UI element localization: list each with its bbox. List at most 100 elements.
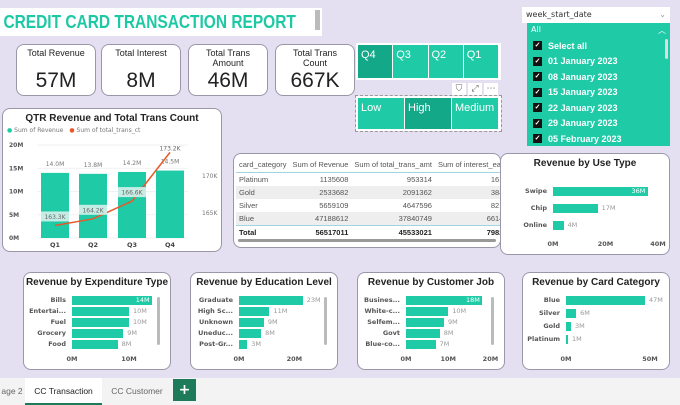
bar-row: Unknown 9M — [191, 317, 337, 327]
dropdown-scrollbar[interactable] — [665, 39, 668, 59]
dropdown-option[interactable]: ✓ Select all — [527, 38, 670, 54]
checkbox-checked-icon[interactable]: ✓ — [533, 41, 542, 51]
table-row: Platinum1135608953314161629 — [236, 173, 519, 187]
data-label-background — [79, 204, 107, 215]
slicer-tile-q4[interactable]: Q4 — [358, 45, 393, 78]
bar-value-label: 10M — [132, 307, 147, 315]
bar[interactable] — [406, 296, 482, 305]
table-cell: 5659109 — [319, 201, 349, 210]
slicer-tile-low[interactable]: Low — [358, 98, 404, 129]
bar[interactable] — [72, 329, 124, 338]
bar[interactable] — [406, 340, 436, 349]
tab-page-2[interactable]: age 2 — [1, 386, 23, 396]
chevron-up-icon: ︿ — [658, 26, 666, 35]
slicer-tile-high[interactable]: High — [405, 98, 451, 129]
filter-icon[interactable]: ⛉ — [452, 83, 466, 95]
bar[interactable] — [553, 204, 598, 213]
bar[interactable] — [72, 318, 129, 327]
report-title: CREDIT CARD TRANSACTION REPORT — [3, 12, 296, 32]
checkbox-checked-icon[interactable]: ✓ — [533, 87, 542, 97]
bar[interactable] — [239, 318, 264, 327]
bar[interactable] — [72, 307, 129, 316]
dropdown-selected-value[interactable]: All ︿ — [527, 23, 670, 37]
bar[interactable] — [239, 307, 270, 316]
kpi-total-trans-amount: Total Trans Amount 46M — [188, 44, 268, 96]
slicer-tile-medium[interactable]: Medium — [452, 98, 498, 129]
bar-row: Blue-co... 7M — [358, 339, 504, 349]
bar[interactable] — [566, 322, 572, 331]
x-axis-tick-label: Q1 — [50, 241, 61, 249]
card-category-table: card_category Sum of Revenue Sum of tota… — [233, 153, 519, 248]
bar-category-label: Uneduc... — [198, 329, 233, 337]
dropdown-option[interactable]: ✓ 22 January 2023 — [527, 100, 670, 116]
column-header[interactable]: Sum of interest_earned — [434, 157, 519, 173]
bar-row: Chip 17M — [501, 203, 669, 213]
left-axis-tick-label: 0M — [9, 235, 19, 242]
column-header[interactable]: Sum of Revenue — [289, 157, 352, 173]
bar[interactable] — [239, 340, 248, 349]
checkbox-checked-icon[interactable]: ✓ — [533, 134, 542, 144]
bar[interactable] — [566, 335, 568, 344]
bar-value-label: 17M — [601, 204, 616, 212]
revenue-bar — [41, 172, 69, 238]
bar-category-label: Chip — [530, 204, 547, 212]
column-header[interactable]: Sum of total_trans_amt — [351, 157, 435, 173]
income-level-slicer: Low High Medium — [355, 95, 502, 132]
dropdown-option[interactable]: ✓ 05 February 2023 — [527, 131, 670, 147]
horizontal-scrollbar[interactable] — [238, 239, 496, 242]
tab-cc-transaction[interactable]: CC Transaction — [25, 378, 102, 405]
bar[interactable] — [553, 187, 648, 196]
bar[interactable] — [566, 296, 645, 305]
checkbox-checked-icon[interactable]: ✓ — [533, 56, 542, 66]
checkbox-checked-icon[interactable]: ✓ — [533, 118, 542, 128]
bar-category-label: Blue — [543, 296, 560, 304]
week-start-date-dropdown[interactable]: week_start_date ⌄ — [522, 7, 670, 23]
bar-row: Platinum 1M — [523, 334, 669, 344]
quarter-slicer: Q4 Q3 Q2 Q1 — [356, 43, 501, 80]
slicer-tile-q2[interactable]: Q2 — [428, 45, 463, 78]
bar[interactable] — [72, 296, 152, 305]
chart-title: Revenue by Education Level — [196, 277, 332, 288]
line-data-label: 163.3K — [44, 214, 66, 221]
vertical-scrollbar[interactable] — [157, 297, 160, 345]
bar[interactable] — [406, 329, 440, 338]
dropdown-value: All — [531, 25, 541, 34]
dropdown-option[interactable]: ✓ 08 January 2023 — [527, 69, 670, 85]
focus-mode-icon[interactable]: ⤢ — [468, 83, 482, 95]
page-tabs-bar: age 2 CC Transaction CC Customer + — [0, 378, 680, 405]
bar-category-label: Graduate — [198, 296, 233, 304]
vertical-scrollbar[interactable] — [324, 297, 327, 345]
bar[interactable] — [239, 296, 303, 305]
checkbox-checked-icon[interactable]: ✓ — [533, 72, 542, 82]
bar-value-label: 3M — [251, 340, 262, 348]
bar[interactable] — [72, 340, 118, 349]
more-options-icon[interactable]: ⋯ — [484, 83, 498, 95]
bar-category-label: Online — [523, 221, 547, 229]
axis-tick-label: 0M — [400, 355, 412, 363]
bar[interactable] — [566, 309, 577, 318]
bar-value-label: 11M — [273, 307, 288, 315]
dropdown-option[interactable]: ✓ 29 January 2023 — [527, 116, 670, 132]
slicer-tile-q1[interactable]: Q1 — [463, 45, 498, 78]
add-page-button[interactable]: + — [173, 379, 196, 401]
dropdown-option[interactable]: ✓ 15 January 2023 — [527, 85, 670, 101]
chart-title: Revenue by Use Type — [533, 158, 637, 169]
bar-category-label: Entertai... — [29, 307, 66, 315]
dropdown-option[interactable]: ✓ 01 January 2023 — [527, 54, 670, 70]
table-cell: Blue — [236, 212, 290, 226]
bar[interactable] — [406, 307, 449, 316]
bar[interactable] — [553, 221, 564, 230]
qtr-revenue-chart: QTR Revenue and Total Trans Count ● Sum … — [2, 108, 222, 252]
slicer-tile-q3[interactable]: Q3 — [393, 45, 428, 78]
bar-row: Selfem... 9M — [358, 317, 504, 327]
bar[interactable] — [239, 329, 262, 338]
bar[interactable] — [406, 318, 444, 327]
column-header[interactable]: card_category — [236, 157, 290, 173]
vertical-scrollbar[interactable] — [491, 297, 494, 345]
bar-category-label: Food — [48, 340, 66, 348]
bar-row: Uneduc... 8M — [191, 328, 337, 338]
checkbox-checked-icon[interactable]: ✓ — [533, 103, 542, 113]
tab-cc-customer[interactable]: CC Customer — [111, 386, 163, 396]
summary-table: card_category Sum of Revenue Sum of tota… — [236, 157, 519, 239]
axis-tick-label: 0M — [547, 240, 559, 248]
